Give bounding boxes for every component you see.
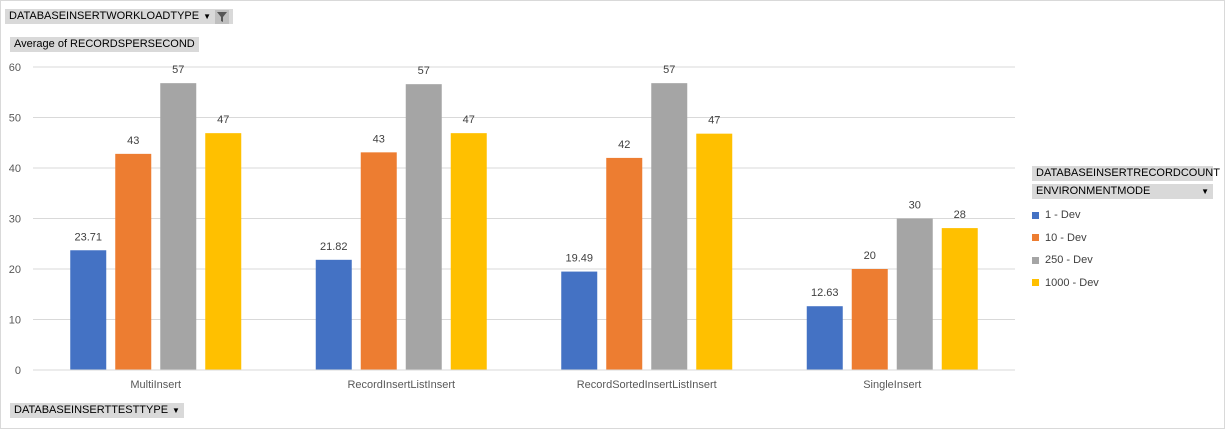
- bar[interactable]: [806, 306, 843, 370]
- legend-item[interactable]: 1000 - Dev: [1032, 272, 1099, 295]
- y-tick-label: 0: [15, 365, 21, 377]
- legend-label: 250 - Dev: [1045, 254, 1093, 267]
- legend-item[interactable]: 1 - Dev: [1032, 204, 1099, 227]
- legend-swatch: [1032, 234, 1039, 242]
- bar[interactable]: [561, 271, 598, 370]
- data-label: 42: [618, 139, 630, 151]
- legend-swatch: [1032, 256, 1039, 264]
- legend-swatch: [1032, 211, 1039, 219]
- data-label: 19.49: [565, 253, 593, 265]
- legend: 1 - Dev 10 - Dev 250 - Dev 1000 - Dev: [1032, 204, 1099, 294]
- data-label: 20: [864, 250, 876, 262]
- y-tick-label: 40: [9, 163, 21, 175]
- data-label: 43: [127, 135, 139, 147]
- x-tick-label: RecordInsertListInsert: [347, 379, 455, 391]
- record-count-field-button[interactable]: DATABASEINSERTRECORDCOUNT ▼: [1032, 166, 1225, 181]
- y-tick-label: 10: [9, 315, 21, 327]
- legend-label: 1 - Dev: [1045, 209, 1081, 222]
- data-label: 23.71: [74, 231, 102, 243]
- bar[interactable]: [405, 84, 442, 371]
- data-label: 57: [663, 64, 675, 76]
- workload-type-filter-label: DATABASEINSERTWORKLOADTYPE: [9, 10, 200, 22]
- data-label: 47: [217, 114, 229, 126]
- legend-item[interactable]: 250 - Dev: [1032, 249, 1099, 272]
- data-label: 57: [418, 65, 430, 77]
- x-tick-label: MultiInsert: [130, 379, 181, 391]
- environment-mode-field-button[interactable]: ENVIRONMENTMODE ▼: [1032, 184, 1213, 199]
- dropdown-arrow-icon: ▼: [172, 406, 180, 415]
- data-label: 47: [463, 114, 475, 126]
- legend-label: 1000 - Dev: [1045, 276, 1099, 289]
- bar[interactable]: [205, 133, 242, 370]
- data-label: 47: [708, 115, 720, 127]
- bar[interactable]: [160, 83, 197, 370]
- value-field-label: Average of RECORDSPERSECOND: [14, 38, 195, 50]
- environment-mode-field-label: ENVIRONMENTMODE: [1036, 185, 1151, 197]
- x-tick-label: RecordSortedInsertListInsert: [577, 379, 717, 391]
- y-tick-label: 20: [9, 264, 21, 276]
- dropdown-arrow-icon: ▼: [1201, 187, 1209, 196]
- legend-label: 10 - Dev: [1045, 231, 1087, 244]
- bar[interactable]: [896, 218, 933, 371]
- record-count-field-label: DATABASEINSERTRECORDCOUNT: [1036, 167, 1220, 179]
- x-tick-label: SingleInsert: [863, 379, 921, 391]
- axis-field-button[interactable]: DATABASEINSERTTESTTYPE ▼: [10, 403, 184, 418]
- y-tick-label: 30: [9, 214, 21, 226]
- legend-item[interactable]: 10 - Dev: [1032, 227, 1099, 250]
- legend-swatch: [1032, 279, 1039, 287]
- bar[interactable]: [450, 133, 487, 370]
- filter-icon: [215, 9, 230, 24]
- data-label: 30: [909, 200, 921, 212]
- bar[interactable]: [941, 228, 978, 370]
- y-tick-label: 60: [9, 62, 21, 74]
- data-label: 12.63: [811, 287, 839, 299]
- data-label: 21.82: [320, 241, 348, 253]
- value-field-button[interactable]: Average of RECORDSPERSECOND: [10, 37, 199, 52]
- bar[interactable]: [115, 153, 152, 370]
- data-label: 28: [954, 209, 966, 221]
- bar[interactable]: [315, 259, 352, 370]
- dropdown-arrow-icon: ▼: [1224, 166, 1225, 181]
- workload-type-filter-button[interactable]: DATABASEINSERTWORKLOADTYPE ▼: [5, 9, 234, 24]
- bar[interactable]: [696, 133, 733, 370]
- bar[interactable]: [851, 269, 888, 370]
- bar[interactable]: [360, 152, 397, 370]
- axis-field-label: DATABASEINSERTTESTTYPE: [14, 404, 169, 416]
- y-tick-label: 50: [9, 113, 21, 125]
- bar[interactable]: [651, 83, 688, 370]
- bar[interactable]: [70, 250, 107, 370]
- bar[interactable]: [606, 157, 643, 370]
- dropdown-arrow-icon: ▼: [203, 12, 212, 21]
- data-label: 57: [172, 64, 184, 76]
- data-label: 43: [373, 133, 385, 145]
